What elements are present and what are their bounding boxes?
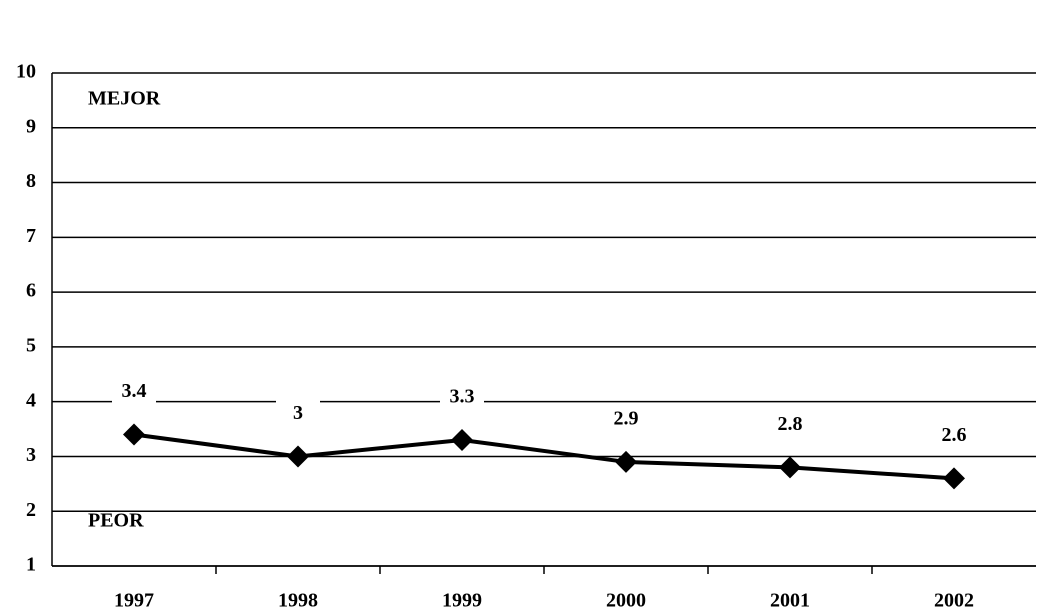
x-tick-label: 1998	[278, 590, 318, 612]
marker	[779, 456, 801, 479]
data-label: 2.8	[778, 413, 803, 435]
x-tick-label: 2000	[606, 590, 646, 612]
annotation-better: MEJOR	[88, 88, 161, 110]
y-tick-label: 8	[26, 170, 36, 192]
x-tick-label: 1997	[114, 590, 154, 612]
y-tick-label: 6	[26, 280, 36, 302]
y-tick-label: 10	[16, 61, 36, 83]
line	[133, 432, 955, 481]
y-tick-label: 9	[26, 115, 36, 137]
x-tick-label: 1999	[442, 590, 482, 612]
label-background	[604, 405, 648, 434]
data-label: 3	[293, 402, 303, 424]
y-tick-label: 5	[26, 334, 36, 356]
y-tick-label: 3	[26, 444, 36, 466]
marker	[451, 429, 473, 452]
x-tick-label: 2001	[770, 590, 810, 612]
y-tick-label: 2	[26, 499, 36, 521]
marker	[615, 450, 637, 473]
label-background	[112, 378, 156, 407]
y-tick-label: 4	[26, 389, 36, 411]
marker	[287, 445, 309, 468]
marker	[123, 423, 145, 446]
data-label: 3.3	[450, 386, 475, 408]
label-background	[440, 384, 484, 413]
y-tick-label: 7	[26, 225, 36, 247]
marker	[943, 467, 965, 490]
label-background	[932, 422, 976, 451]
data-label: 2.6	[942, 424, 967, 446]
label-background	[768, 411, 812, 440]
y-tick-label: 1	[26, 554, 36, 576]
data-label: 3.4	[122, 380, 147, 402]
label-background	[276, 400, 320, 429]
data-label: 2.9	[614, 408, 639, 430]
x-tick-label: 2002	[934, 590, 974, 612]
annotation-worse: PEOR	[88, 510, 144, 532]
